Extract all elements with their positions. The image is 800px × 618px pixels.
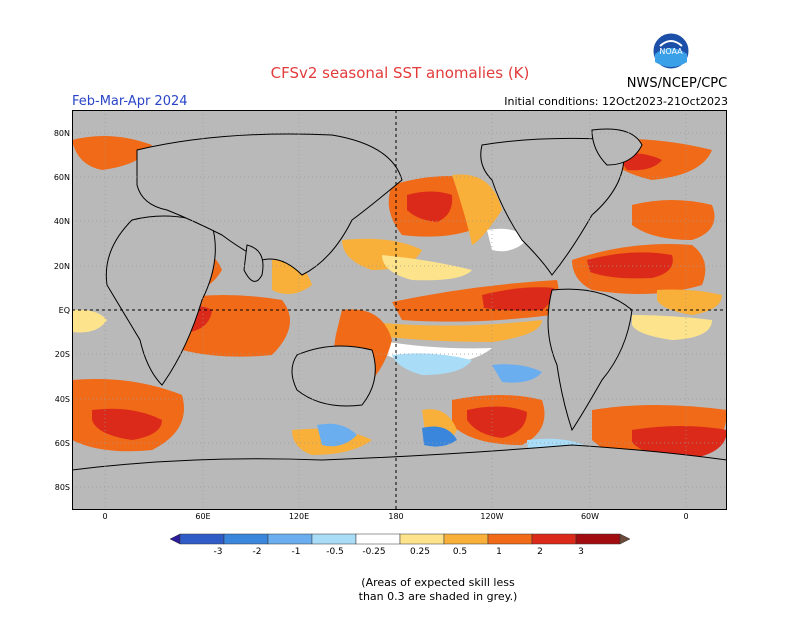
lat-label-eq: EQ: [58, 306, 70, 315]
lat-label-60n: 60N: [53, 173, 70, 182]
map-grid: [72, 110, 727, 510]
colorbar-swatch: [619, 533, 630, 545]
lon-label-0-east: 0: [683, 512, 689, 521]
initial-conditions: Initial conditions: 12Oct2023-21Oct2023: [504, 95, 728, 108]
colorbar-swatch: [531, 533, 577, 545]
lat-label-40n: 40N: [53, 217, 70, 226]
colorbar-swatch: [487, 533, 533, 545]
sst-anomaly-map: [72, 110, 727, 510]
svg-text:NOAA: NOAA: [659, 47, 683, 56]
colorbar-label: -2: [252, 547, 262, 557]
map-frame: [72, 110, 727, 510]
colorbar-label: 2: [537, 547, 543, 557]
continent-eurasia: [136, 133, 403, 276]
organization-label: NWS/NCEP/CPC: [626, 76, 728, 91]
colorbar-label: -0.5: [326, 547, 344, 557]
lon-label-120e: 120E: [288, 512, 310, 521]
lon-label-60e: 60E: [195, 512, 211, 521]
colorbar-swatch: [443, 533, 489, 545]
colorbar-swatch: [575, 533, 621, 545]
colorbar-label: -3: [213, 547, 223, 557]
colorbar-swatch: [355, 533, 401, 545]
colorbar-label: 3: [578, 547, 584, 557]
colorbar: [170, 533, 630, 545]
continent-australia: [291, 345, 376, 407]
continent-antarctica: [72, 444, 727, 510]
noaa-logo-icon: NOAA: [652, 32, 690, 70]
colorbar-swatch: [311, 533, 357, 545]
lon-label-120w: 120W: [480, 512, 504, 521]
lat-label-20s: 20S: [54, 350, 70, 359]
colorbar-swatch: [179, 533, 225, 545]
season-label: Feb-Mar-Apr 2024: [72, 94, 188, 109]
lat-label-20n: 20N: [53, 262, 70, 271]
lat-label-80n: 80N: [53, 129, 70, 138]
island-greenland: [591, 128, 643, 166]
lon-label-0: 0: [102, 512, 108, 521]
lon-label-180: 180: [388, 512, 404, 521]
colorbar-swatch: [223, 533, 269, 545]
colorbar-label: -0.25: [362, 547, 386, 557]
lat-label-60s: 60S: [54, 439, 70, 448]
colorbar-label: 0.5: [452, 547, 468, 557]
colorbar-label: 0.25: [409, 547, 431, 557]
map-title: CFSv2 seasonal SST anomalies (K): [270, 64, 530, 82]
lat-label-80s: 80S: [54, 483, 70, 492]
continents: [72, 128, 727, 510]
colorbar-swatch: [399, 533, 445, 545]
lon-label-60w: 60W: [580, 512, 600, 521]
skill-note: (Areas of expected skill less than 0.3 a…: [0, 576, 800, 604]
colorbar-swatch: [170, 533, 181, 545]
lat-label-40s: 40S: [54, 395, 70, 404]
colorbar-label: -1: [291, 547, 301, 557]
skill-note-line-2: than 0.3 are shaded in grey.): [358, 590, 518, 603]
colorbar-swatch: [267, 533, 313, 545]
continent-south-america: [547, 288, 633, 432]
skill-note-line-1: (Areas of expected skill less: [361, 576, 515, 589]
anomaly-fields: [72, 136, 727, 465]
colorbar-label: 1: [496, 547, 502, 557]
peninsula-india: [243, 244, 264, 282]
